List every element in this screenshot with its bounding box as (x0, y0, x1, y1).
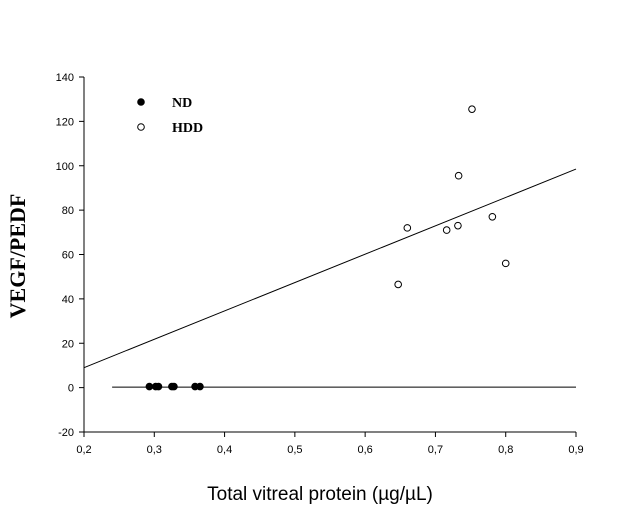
y-tick-label: 0 (68, 383, 74, 395)
data-point-nd (170, 382, 178, 391)
x-tick-label: 0,6 (357, 444, 372, 456)
regression-lines (83, 168, 577, 388)
legend-marker-hdd (137, 123, 145, 131)
x-tick-label: 0,5 (287, 444, 302, 456)
data-point-hdd (488, 212, 497, 221)
y-tick-label: 100 (56, 161, 74, 173)
y-tick-label: -20 (58, 427, 74, 439)
data-point-hdd (394, 280, 402, 289)
x-tick-label: 0,7 (428, 444, 443, 456)
y-tick-label: 60 (62, 250, 74, 262)
data-point-hdd (442, 226, 451, 234)
y-tick-label: 20 (62, 338, 74, 350)
y-tick-label: 120 (56, 116, 74, 128)
legend-marker-nd (137, 98, 145, 106)
data-point-hdd (468, 105, 476, 113)
data-point-nd (196, 382, 204, 391)
y-tick-label: 140 (56, 72, 74, 84)
axes: 0,2 0,3 0,4 0,5 0,6 0,7 0,8 0,9 -20 0 20 40 60 80 100 1… (56, 72, 584, 456)
legend: ND HDD (137, 96, 203, 136)
data-points (145, 105, 510, 391)
x-tick-label: 0,9 (568, 444, 583, 456)
data-point-hdd (454, 221, 462, 230)
legend-label-nd: ND (172, 96, 192, 111)
legend-label-hdd: HDD (172, 121, 203, 136)
data-point-hdd (454, 171, 463, 180)
data-point-nd (145, 382, 154, 391)
data-point-nd (154, 382, 163, 391)
x-axis-label: Total vitreal protein (µg/µL) (207, 484, 433, 505)
regression-line-hdd (83, 168, 577, 369)
y-axis-label: VEGF/PEDF (5, 194, 30, 319)
data-point-hdd (501, 259, 510, 268)
x-tick-label: 0,4 (217, 444, 232, 456)
y-tick-label: 40 (62, 294, 74, 306)
x-tick-label: 0,2 (76, 444, 91, 456)
x-tick-label: 0,3 (147, 444, 162, 456)
x-tick-label: 0,8 (498, 444, 513, 456)
data-point-hdd (403, 224, 412, 232)
y-tick-label: 80 (62, 205, 74, 217)
